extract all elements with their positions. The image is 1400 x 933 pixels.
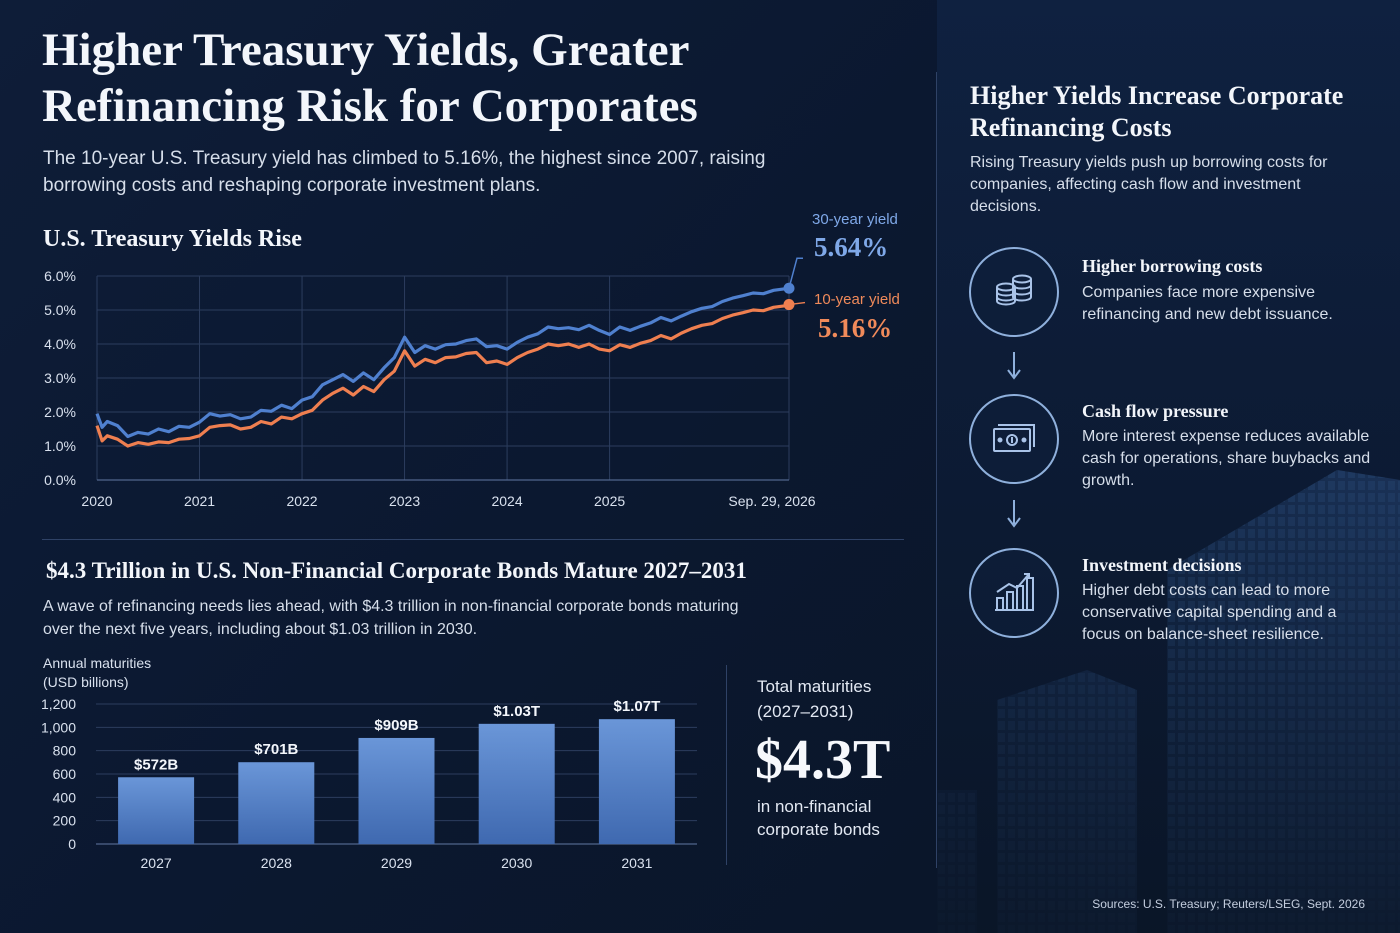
x-tick-label: 2021 (184, 493, 215, 509)
total-sub-line1: in non-financial (757, 797, 872, 816)
item-title-investment: Investment decisions (1082, 555, 1242, 575)
right-panel-description: Rising Treasury yields push up borrowing… (970, 154, 1328, 215)
bar-value-label: $572B (134, 756, 178, 773)
right-panel-background (937, 0, 1400, 933)
coins-stack-icon (996, 274, 1032, 306)
bar-category-label: 2027 (141, 855, 172, 871)
series-30y-line (95, 286, 790, 439)
arrow-down-icon (1007, 352, 1021, 380)
series-30y-name-label: 30-year yield (812, 211, 898, 228)
coins-stack-icon-circle (969, 247, 1059, 337)
bar-y-tick-label: 1,000 (41, 719, 76, 735)
series-30y-value-label: 5.64% (814, 232, 888, 262)
total-maturities-label: Total maturities (2027–2031) (757, 674, 871, 724)
bar-2028 (238, 762, 315, 844)
bond-axis-title: Annual maturities (USD billions) (43, 654, 151, 692)
total-maturities-value: $4.3T (755, 729, 891, 791)
bar-y-tick-label: 200 (53, 813, 77, 829)
page-title: Higher Treasury Yields, Greater Refinanc… (42, 24, 698, 132)
bar-y-tick-label: 1,200 (41, 696, 76, 712)
total-label-line1: Total maturities (757, 677, 872, 696)
series-10y-line (95, 303, 790, 448)
bonds-section-description: A wave of refinancing needs lies ahead, … (43, 598, 739, 638)
arrow-down-icon (1007, 500, 1021, 528)
bar-2027 (118, 777, 195, 844)
y-tick-label: 2.0% (44, 404, 76, 420)
total-label-line2: (2027–2031) (757, 702, 854, 721)
y-tick-label: 0.0% (44, 472, 76, 488)
bar-y-tick-label: 400 (53, 789, 77, 805)
bar-value-label: $701B (254, 741, 298, 758)
city-skyline-illustration (937, 0, 1400, 933)
series-30y-leader (788, 257, 803, 289)
bond-axis-title-line1: Annual maturities (43, 655, 152, 671)
bond-maturities-bar-chart: 0 200 400 600 800 1,000 1,200 $572B $701B $909B $… (41, 696, 697, 871)
x-tick-label: 2022 (286, 493, 317, 509)
bar-category-label: 2028 (261, 855, 292, 871)
right-panel-divider (936, 72, 937, 868)
x-tick-label: Sep. 29, 2026 (728, 493, 815, 509)
series-10y-leader (788, 301, 806, 306)
treasury-yield-line-chart: 0.0% 1.0% 2.0% 3.0% 4.0% 5.0% 6.0% 2020 2021 202… (44, 211, 900, 509)
total-maturities-sub: in non-financial corporate bonds (757, 795, 880, 841)
x-tick-label: 2023 (389, 493, 420, 509)
bar-category-label: 2031 (621, 855, 652, 871)
bond-axis-title-line2: (USD billions) (43, 674, 129, 690)
x-tick-label: 2020 (81, 493, 112, 509)
bar-2030 (478, 723, 555, 844)
item-desc-cashflow: More interest expense reduces available … (1082, 428, 1371, 489)
bar-value-label: $909B (374, 717, 418, 734)
bar-value-label: $1.07T (614, 698, 661, 715)
sources-note: Sources: U.S. Treasury; Reuters/LSEG, Se… (1092, 897, 1365, 911)
series-10y-name-label: 10-year yield (814, 291, 900, 308)
item-title-cashflow: Cash flow pressure (1082, 401, 1229, 421)
item-desc-borrowing: Companies face more expensive refinancin… (1082, 284, 1333, 323)
total-sub-line2: corporate bonds (757, 820, 880, 839)
banknote-icon (993, 424, 1035, 452)
bar-y-tick-label: 600 (53, 766, 77, 782)
bar-2031 (598, 719, 675, 844)
bonds-section-title: $4.3 Trillion in U.S. Non-Financial Corp… (46, 558, 747, 583)
y-tick-label: 6.0% (44, 268, 76, 284)
banknote-icon-circle (969, 394, 1059, 484)
y-tick-label: 5.0% (44, 302, 76, 318)
bar-y-tick-label: 800 (53, 743, 77, 759)
x-tick-label: 2024 (491, 493, 522, 509)
right-panel-title: Higher Yields Increase Corporate Refinan… (970, 81, 1344, 142)
y-tick-label: 1.0% (44, 438, 76, 454)
y-tick-label: 4.0% (44, 336, 76, 352)
bar-y-tick-label: 0 (68, 836, 76, 852)
page-subtitle: The 10-year U.S. Treasury yield has clim… (43, 148, 766, 196)
section-divider (42, 539, 904, 540)
total-box-divider (726, 665, 727, 865)
bar-value-label: $1.03T (493, 703, 540, 720)
bar-category-label: 2029 (381, 855, 412, 871)
series-10y-value-label: 5.16% (818, 313, 892, 343)
bar-category-label: 2030 (501, 855, 532, 871)
bar-chart-growth-icon (995, 573, 1034, 611)
yield-chart-title: U.S. Treasury Yields Rise (43, 226, 302, 252)
item-title-borrowing: Higher borrowing costs (1082, 256, 1263, 276)
x-tick-label: 2025 (594, 493, 625, 509)
bar-2029 (358, 737, 435, 844)
item-desc-investment: Higher debt costs can lead to more conse… (1082, 582, 1337, 643)
bar-chart-growth-icon-circle (969, 548, 1059, 638)
y-tick-label: 3.0% (44, 370, 76, 386)
